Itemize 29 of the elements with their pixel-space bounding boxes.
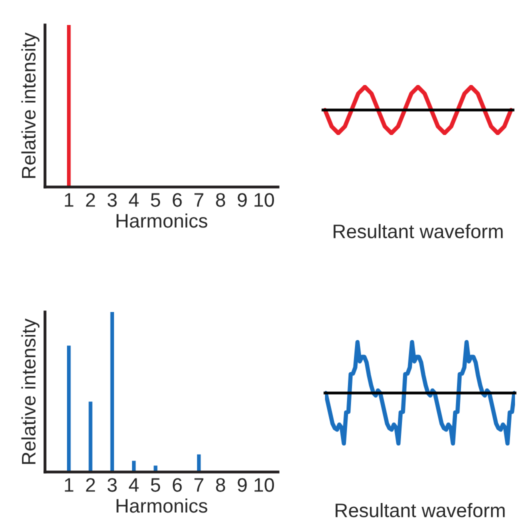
x-axis-title: Resultant waveform: [336, 503, 505, 518]
x-tick-label: 5: [150, 193, 160, 207]
x-tick-label: 7: [194, 478, 204, 492]
x-tick-label: 10: [254, 193, 274, 207]
x-axis-title: Harmonics: [116, 213, 208, 228]
x-tick-label: 1: [64, 193, 74, 207]
x-tick-label: 1: [64, 478, 74, 492]
x-tick-label: 9: [238, 193, 247, 207]
y-axis-title: Relative intensity: [21, 32, 40, 178]
x-tick-label: 6: [172, 478, 182, 492]
x-tick-label: 7: [194, 193, 204, 207]
x-axis-title: Resultant waveform: [334, 224, 503, 238]
x-tick-label: 8: [216, 193, 226, 207]
bar: [88, 402, 92, 472]
bar: [67, 346, 71, 472]
x-tick-label: 4: [128, 193, 139, 207]
bar: [110, 312, 114, 472]
y-axis-title: Relative intensity: [21, 318, 40, 464]
x-tick-label: 2: [86, 478, 95, 492]
x-tick-label: 6: [172, 193, 182, 207]
x-axis-title: Harmonics: [116, 498, 208, 513]
x-tick-label: 2: [86, 193, 95, 207]
x-tick-label: 10: [254, 478, 274, 492]
x-tick-label: 3: [108, 193, 117, 207]
x-tick-label: 5: [150, 478, 160, 492]
x-tick-label: 8: [216, 478, 226, 492]
x-tick-label: 4: [128, 478, 139, 492]
x-tick-label: 9: [238, 478, 247, 492]
x-tick-label: 3: [108, 478, 117, 492]
